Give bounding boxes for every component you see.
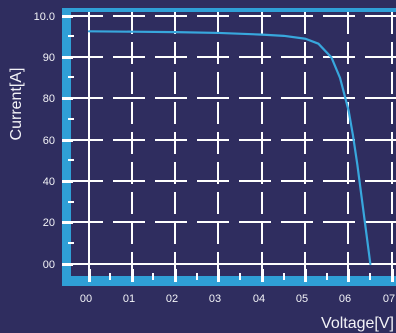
x-axis-label: Voltage[V] xyxy=(321,315,394,332)
y-tick-label: 90 xyxy=(43,52,55,64)
x-tick-label: 03 xyxy=(209,293,221,305)
x-axis-minor-tick xyxy=(369,273,371,280)
x-axis-minor-tick xyxy=(239,273,241,280)
y-tick-label: 10.0 xyxy=(34,11,55,23)
x-axis-major-tick xyxy=(174,269,177,282)
y-axis-major-tick xyxy=(62,56,73,59)
y-axis-minor-tick xyxy=(68,201,74,203)
y-axis-major-tick xyxy=(62,15,73,18)
y-tick-label: 80 xyxy=(43,93,55,105)
x-axis-minor-tick xyxy=(109,273,111,280)
y-tick-label: 40 xyxy=(43,176,55,188)
x-axis-major-tick xyxy=(347,269,350,282)
y-axis-major-tick xyxy=(62,139,73,142)
y-axis-minor-tick xyxy=(68,118,74,120)
x-axis-minor-tick xyxy=(196,273,198,280)
x-axis-major-tick xyxy=(131,269,134,282)
y-axis-major-tick xyxy=(62,263,73,266)
y-axis-major-tick xyxy=(62,221,73,224)
x-axis-major-tick xyxy=(261,269,264,282)
y-axis-major-tick xyxy=(62,97,73,100)
x-axis-major-tick xyxy=(88,269,91,282)
x-axis-major-tick xyxy=(391,269,394,282)
x-tick-label: 04 xyxy=(253,293,265,305)
y-tick-label: 00 xyxy=(43,259,55,271)
y-axis-minor-tick xyxy=(68,35,74,37)
y-axis-label: Current[A] xyxy=(8,68,25,141)
x-tick-label: 00 xyxy=(80,293,92,305)
y-axis-minor-tick xyxy=(68,159,74,161)
y-axis-minor-tick xyxy=(68,76,74,78)
x-axis-major-tick xyxy=(217,269,220,282)
x-tick-label: 01 xyxy=(123,293,135,305)
series-line xyxy=(87,30,372,266)
x-axis-minor-tick xyxy=(283,273,285,280)
x-axis-minor-tick xyxy=(326,273,328,280)
y-tick-label: 60 xyxy=(43,135,55,147)
x-tick-label: 06 xyxy=(339,293,351,305)
y-axis-major-tick xyxy=(62,180,73,183)
x-axis-minor-tick xyxy=(152,273,154,280)
x-tick-label: 07 xyxy=(383,293,395,305)
y-axis-minor-tick xyxy=(68,242,74,244)
y-tick-label: 20 xyxy=(43,217,55,229)
x-tick-label: 02 xyxy=(166,293,178,305)
x-tick-label: 05 xyxy=(296,293,308,305)
x-axis-major-tick xyxy=(304,269,307,282)
